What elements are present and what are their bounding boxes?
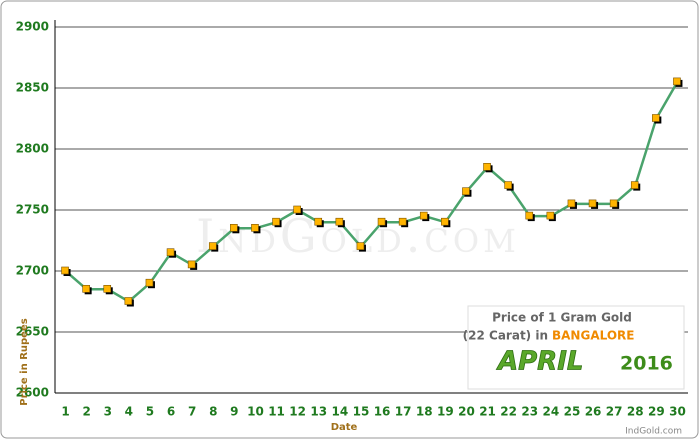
- x-tick-label: 9: [230, 405, 238, 419]
- x-tick-label: 20: [458, 405, 475, 419]
- x-tick-label: 3: [104, 405, 112, 419]
- x-tick-label: 4: [125, 405, 133, 419]
- marker: [335, 217, 344, 226]
- x-tick-label: 22: [500, 405, 517, 419]
- x-tick-label: 19: [437, 405, 454, 419]
- marker: [652, 114, 660, 122]
- inset-month: APRIL: [496, 347, 583, 377]
- marker: [609, 199, 618, 208]
- inset-line2: (22 Carat) in: [463, 329, 548, 343]
- x-tick-label: 21: [479, 405, 496, 419]
- inset-year: 2016: [620, 353, 673, 375]
- marker: [588, 199, 597, 208]
- x-tick-label: 27: [606, 405, 623, 419]
- credit: IndGold.com: [625, 427, 682, 437]
- x-tick-label: 6: [167, 405, 175, 419]
- y-tick-label: 2600: [16, 386, 49, 400]
- marker: [630, 181, 639, 189]
- x-tick-label: 29: [648, 405, 665, 419]
- x-tick-label: 11: [268, 405, 285, 419]
- marker: [525, 211, 534, 220]
- marker: [356, 242, 365, 250]
- marker: [208, 242, 217, 250]
- x-tick-label: 8: [209, 405, 217, 419]
- x-tick-label: 2: [82, 405, 90, 419]
- x-tick-label: 17: [395, 405, 412, 419]
- inset-city: BANGALORE: [552, 329, 634, 343]
- x-tick-label: 16: [374, 405, 391, 419]
- watermark: IndGold.com: [196, 209, 520, 263]
- inset-line1: Price of 1 Gram Gold: [492, 311, 632, 325]
- marker: [61, 266, 69, 275]
- marker: [145, 278, 154, 287]
- marker: [187, 260, 196, 269]
- x-tick-label: 23: [521, 405, 538, 419]
- x-tick-label: 14: [331, 405, 348, 419]
- marker: [673, 77, 681, 86]
- marker: [462, 187, 470, 195]
- marker: [419, 211, 428, 220]
- y-axis-label: Price in Rupees: [19, 318, 30, 405]
- x-tick-label: 15: [353, 405, 370, 419]
- x-tick-label: 7: [188, 405, 196, 419]
- marker: [483, 163, 491, 171]
- y-tick-label: 2700: [16, 264, 49, 278]
- x-tick-label: 28: [627, 405, 644, 419]
- marker: [166, 248, 175, 256]
- marker: [504, 181, 512, 189]
- marker: [398, 217, 407, 226]
- x-tick-label: 26: [585, 405, 602, 419]
- x-tick-label: 10: [247, 405, 264, 419]
- marker: [377, 217, 386, 226]
- marker: [293, 205, 301, 214]
- inset-box: [467, 305, 685, 390]
- marker: [124, 297, 133, 305]
- marker: [272, 217, 280, 226]
- y-tick-label: 2800: [16, 142, 49, 156]
- x-tick-label: 13: [310, 405, 327, 419]
- marker: [230, 224, 238, 232]
- x-axis-label: Date: [331, 422, 358, 433]
- marker: [103, 284, 112, 293]
- marker: [82, 284, 90, 293]
- y-tick-label: 2750: [16, 203, 49, 217]
- x-tick-label: 1: [61, 405, 69, 419]
- marker: [441, 217, 449, 226]
- x-tick-label: 5: [146, 405, 154, 419]
- y-tick-label: 2850: [16, 81, 49, 95]
- x-tick-label: 18: [416, 405, 433, 419]
- x-tick-label: 24: [542, 405, 559, 419]
- y-tick-label: 2650: [16, 325, 49, 339]
- marker: [251, 224, 259, 232]
- x-tick-label: 25: [564, 405, 581, 419]
- marker: [546, 211, 555, 220]
- x-tick-label: 12: [289, 405, 306, 419]
- marker: [314, 217, 323, 226]
- x-tick-label: 30: [669, 405, 686, 419]
- y-tick-label: 2900: [16, 20, 49, 34]
- marker: [567, 199, 576, 208]
